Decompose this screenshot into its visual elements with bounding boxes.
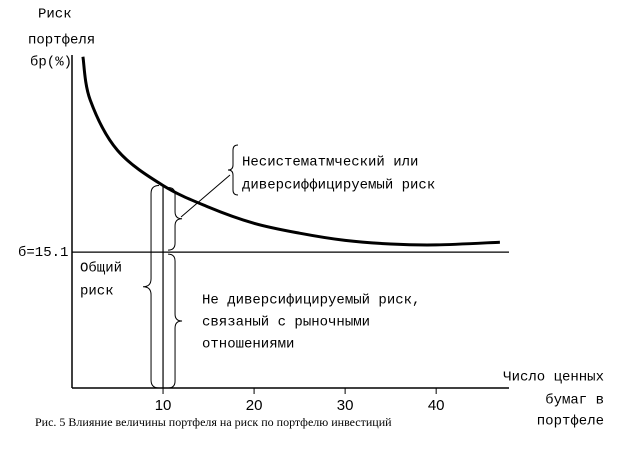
brace <box>168 187 183 251</box>
annotation: связаный с рыночными <box>202 314 370 331</box>
brace <box>168 253 183 389</box>
caption: Рис. 5 Влияние величины портфеля на риск… <box>35 415 392 429</box>
annotation: диверсиффицируемый риск <box>242 177 435 194</box>
brace <box>227 144 239 196</box>
y-axis-label: Риск <box>38 7 72 23</box>
x-tick-label: 10 <box>155 397 172 414</box>
annotation: риск <box>80 284 114 300</box>
x-axis-label: бумаг в <box>545 392 604 409</box>
annotation: Несистематмческий или <box>242 154 418 171</box>
leader-line <box>180 174 231 218</box>
annotation: Не диверсифицируемый риск, <box>202 292 420 309</box>
x-tick-label: 30 <box>337 397 354 414</box>
x-tick-label: 20 <box>246 397 263 414</box>
x-axis-label: Число ценных <box>503 370 604 386</box>
x-tick-label: 40 <box>428 397 445 414</box>
annotation: Общий <box>80 260 122 277</box>
x-axis-label: портфеле <box>537 414 604 430</box>
annotation: отношениями <box>202 337 294 353</box>
brace <box>143 185 160 389</box>
y-axis-label: портфеля <box>28 33 95 49</box>
y-axis-label: бр(%) <box>30 54 72 71</box>
risk-curve <box>81 56 500 247</box>
reference-label: б=15.1 <box>18 244 68 261</box>
